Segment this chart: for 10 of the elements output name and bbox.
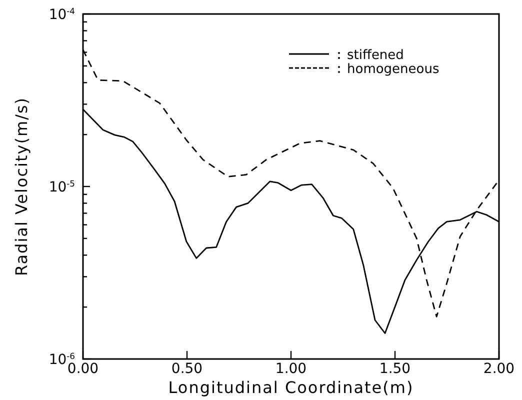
- x-axis-title: Longitudinal Coordinate(m): [168, 378, 414, 397]
- y-tick-label: 10$^{-4}$: [48, 6, 75, 23]
- y-tick-label: 10$^{-5}$: [48, 178, 75, 196]
- x-tick-label: 2.00: [483, 361, 515, 377]
- x-tick-label: 0.50: [171, 361, 203, 377]
- legend-label: homogeneous: [347, 62, 440, 77]
- x-tick-label: 1.00: [275, 361, 307, 377]
- y-axis-title: Radial Velocity(m/s): [12, 96, 31, 276]
- legend-label: stiffened: [347, 48, 404, 63]
- x-tick-label: 1.50: [379, 361, 411, 377]
